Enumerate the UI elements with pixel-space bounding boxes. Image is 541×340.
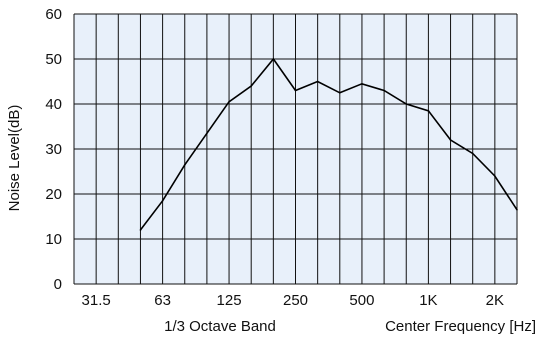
data-point <box>183 163 186 166</box>
data-point <box>316 80 319 83</box>
data-point <box>250 85 252 87</box>
data-point <box>494 175 496 177</box>
data-point <box>272 58 275 60</box>
x-tick-label: 1K <box>419 292 437 309</box>
data-point <box>427 109 430 112</box>
data-point <box>139 229 142 231</box>
y-tick-label: 60 <box>45 6 62 23</box>
data-point <box>383 89 385 92</box>
x-axis-title-left: 1/3 Octave Band <box>164 318 276 335</box>
y-tick-label: 30 <box>45 141 62 158</box>
x-tick-label: 31.5 <box>82 292 111 309</box>
data-point <box>206 132 208 135</box>
series-line <box>139 57 518 231</box>
y-tick-label: 10 <box>45 231 62 248</box>
y-axis-title: Noise Level(dB) <box>6 105 23 212</box>
data-point <box>471 152 474 155</box>
x-tick-labels: 31.5631252505001K2K4K8K16K <box>82 292 504 309</box>
x-tick-label: 125 <box>217 292 242 309</box>
data-point <box>228 100 230 103</box>
x-tick-label: 2K <box>486 292 504 309</box>
y-tick-label: 50 <box>45 51 62 68</box>
x-axis-title-right: Center Frequency [Hz] <box>385 318 536 335</box>
data-point <box>449 139 452 141</box>
series-layer <box>139 57 518 231</box>
data-point <box>361 82 363 85</box>
y-tick-label: 20 <box>45 186 62 203</box>
y-tick-label: 0 <box>54 276 62 293</box>
data-point <box>294 89 297 92</box>
y-tick-labels: 0 10 20 30 40 50 60 <box>45 6 62 293</box>
data-point <box>339 91 341 94</box>
data-point <box>516 208 518 211</box>
x-tick-label: 500 <box>349 292 374 309</box>
x-tick-label: 250 <box>283 292 308 309</box>
x-tick-label: 63 <box>154 292 171 309</box>
data-point <box>161 199 164 202</box>
y-tick-label: 40 <box>45 96 62 113</box>
data-point <box>405 103 408 105</box>
grid-lines <box>73 13 518 285</box>
